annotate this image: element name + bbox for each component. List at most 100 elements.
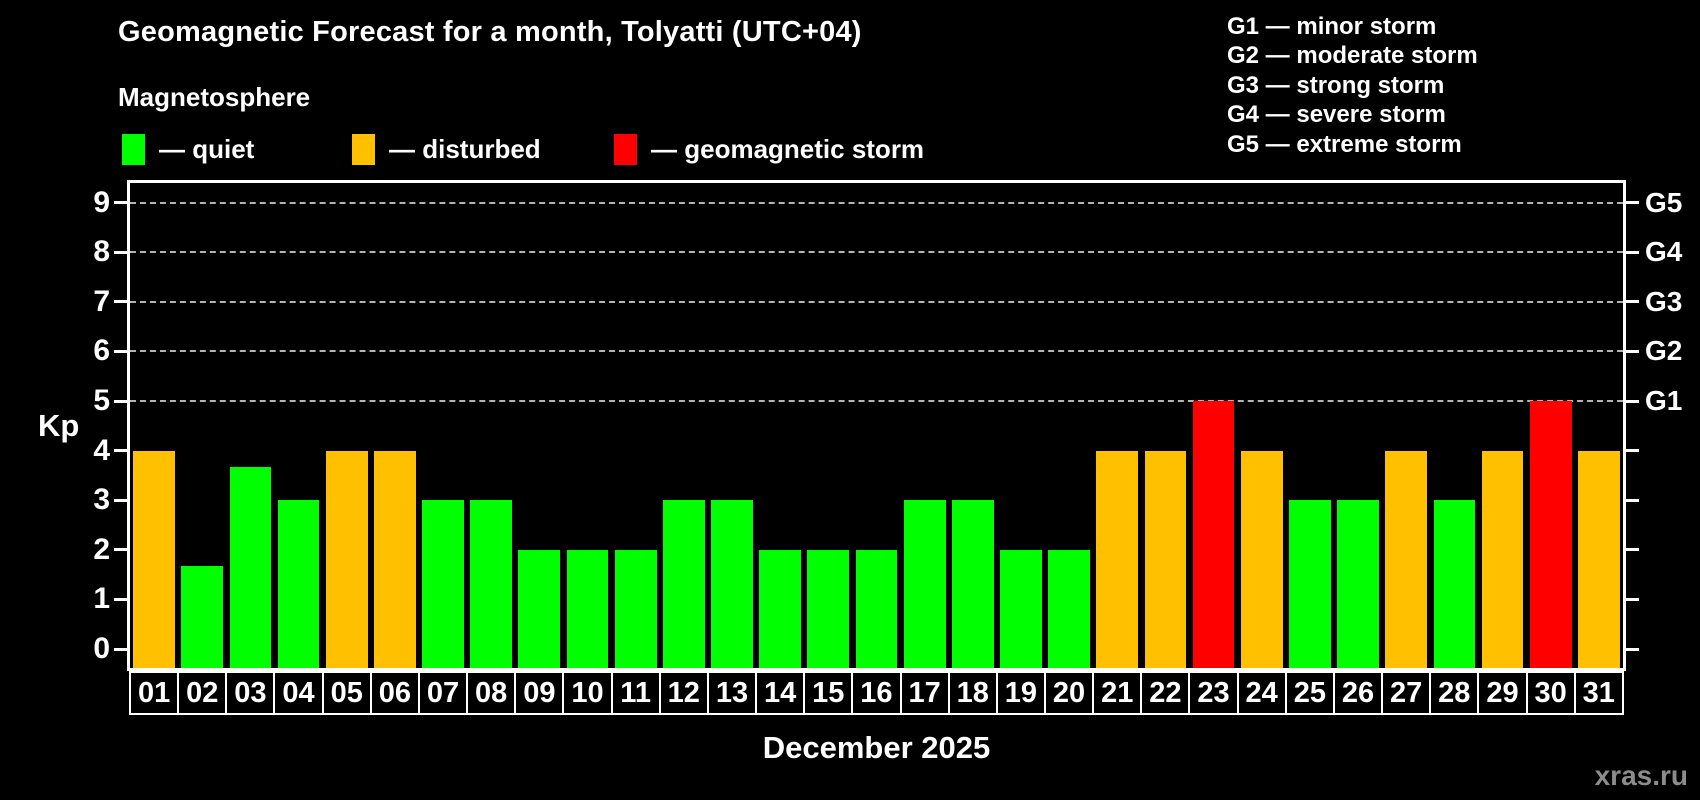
day-label-22: 22 [1140,671,1191,715]
storm-scale-line-g5: G5 — extreme storm [1227,130,1462,158]
right-tick-kp1 [1626,597,1639,601]
storm-scale-legend: G1 — minor storm G2 — moderate storm G3 — … [1227,12,1478,159]
day-label-03: 03 [225,671,276,715]
bar-day-03 [229,466,272,668]
day-label-26: 26 [1332,671,1384,715]
left-tick-kp9 [114,201,127,205]
bar-day-18 [951,500,994,668]
day-label-29: 29 [1477,671,1528,715]
bar-day-14 [759,549,802,668]
legend-quiet-label: — quiet [159,133,255,164]
legend-item-storm: — geomagnetic storm [614,133,924,165]
bar-day-21 [1096,450,1139,668]
left-tick-kp1 [114,597,127,601]
y-axis-label-6: 6 [93,334,110,368]
y-axis-label-1: 1 [93,582,110,616]
day-label-04: 04 [273,671,324,715]
day-label-02: 02 [177,671,228,715]
quiet-color-swatch [122,133,145,165]
storm-scale-line-g4: G4 — severe storm [1227,101,1446,129]
day-label-21: 21 [1092,671,1143,715]
bar-day-27 [1385,450,1428,668]
bar-day-11 [614,549,657,668]
day-label-13: 13 [706,671,758,715]
right-tick-kp4 [1626,449,1639,453]
bar-day-07 [422,500,464,668]
y-axis-label-3: 3 [93,483,110,517]
right-tick-kp9 [1626,201,1639,205]
bar-day-26 [1337,500,1379,668]
bar-day-29 [1481,450,1524,668]
y-axis-label-0: 0 [93,632,110,665]
right-tick-kp5 [1626,399,1639,403]
bar-day-31 [1578,450,1620,668]
day-label-17: 17 [899,671,950,715]
disturbed-color-swatch [352,133,375,165]
right-axis-label-g3: G3 [1645,285,1683,317]
day-label-19: 19 [995,671,1046,715]
right-tick-kp6 [1626,349,1639,353]
left-tick-kp6 [114,349,127,353]
y-axis-label-2: 2 [93,532,110,566]
bar-day-10 [566,549,609,668]
right-tick-kp8 [1626,250,1639,254]
right-axis-label-g1: G1 [1645,385,1683,416]
storm-scale-line-g2: G2 — moderate storm [1227,42,1478,70]
storm-scale-line-g3: G3 — strong storm [1227,71,1445,99]
left-tick-kp2 [114,548,127,552]
bar-day-13 [711,500,753,668]
day-label-28: 28 [1429,671,1480,715]
bar-day-15 [807,549,850,668]
bar-day-25 [1289,500,1331,668]
bar-day-01 [133,450,175,668]
right-axis-label-g4: G4 [1645,236,1683,268]
day-label-05: 05 [321,671,372,715]
legend-item-quiet: — quiet [122,133,254,165]
gridline-kp9 [130,201,1623,204]
day-label-06: 06 [369,671,420,715]
day-label-11: 11 [610,671,661,715]
right-tick-kp0 [1626,647,1639,651]
left-tick-kp5 [114,399,127,403]
month-label: December 2025 [762,730,991,765]
right-axis-label-g5: G5 [1645,186,1683,218]
day-label-10: 10 [562,671,613,715]
storm-color-swatch [614,133,637,165]
day-label-27: 27 [1381,671,1432,715]
day-label-09: 09 [514,671,565,715]
day-label-31: 31 [1573,671,1624,715]
storm-scale-line-g1: G1 — minor storm [1227,13,1437,40]
day-label-01: 01 [129,671,180,715]
day-label-14: 14 [755,671,806,715]
left-tick-kp8 [114,250,127,254]
day-label-25: 25 [1284,671,1335,715]
plot-frame [127,180,1626,671]
day-label-15: 15 [803,671,854,715]
chart-title: Geomagnetic Forecast for a month, Tolyat… [118,16,862,48]
left-tick-kp3 [114,498,127,502]
right-tick-kp2 [1626,548,1639,552]
left-tick-kp0 [114,647,127,651]
day-label-07: 07 [417,671,469,715]
chart-subtitle: Magnetosphere [118,82,311,112]
day-label-12: 12 [658,671,709,715]
right-tick-kp3 [1626,498,1639,502]
gridline-kp5 [130,400,1623,402]
bar-day-16 [855,549,898,668]
day-axis-row: 01 02 03 04 05 06 07 08 09 10 11 12 13 14 15 16 17 18 19 20… [129,671,1624,715]
day-label-30: 30 [1525,671,1576,715]
legend-disturbed-label: — disturbed [389,133,541,164]
bar-day-04 [277,500,320,668]
bar-day-02 [181,566,224,668]
day-label-24: 24 [1236,671,1287,715]
gridline-kp7 [130,300,1623,303]
bar-day-22 [1144,450,1187,668]
bar-day-05 [325,450,368,668]
bar-day-28 [1433,500,1476,668]
bar-day-30 [1529,401,1572,668]
bar-day-12 [662,500,705,668]
bar-day-19 [1000,549,1042,668]
bar-day-20 [1048,549,1090,668]
y-axis-title: Kp [38,408,80,443]
